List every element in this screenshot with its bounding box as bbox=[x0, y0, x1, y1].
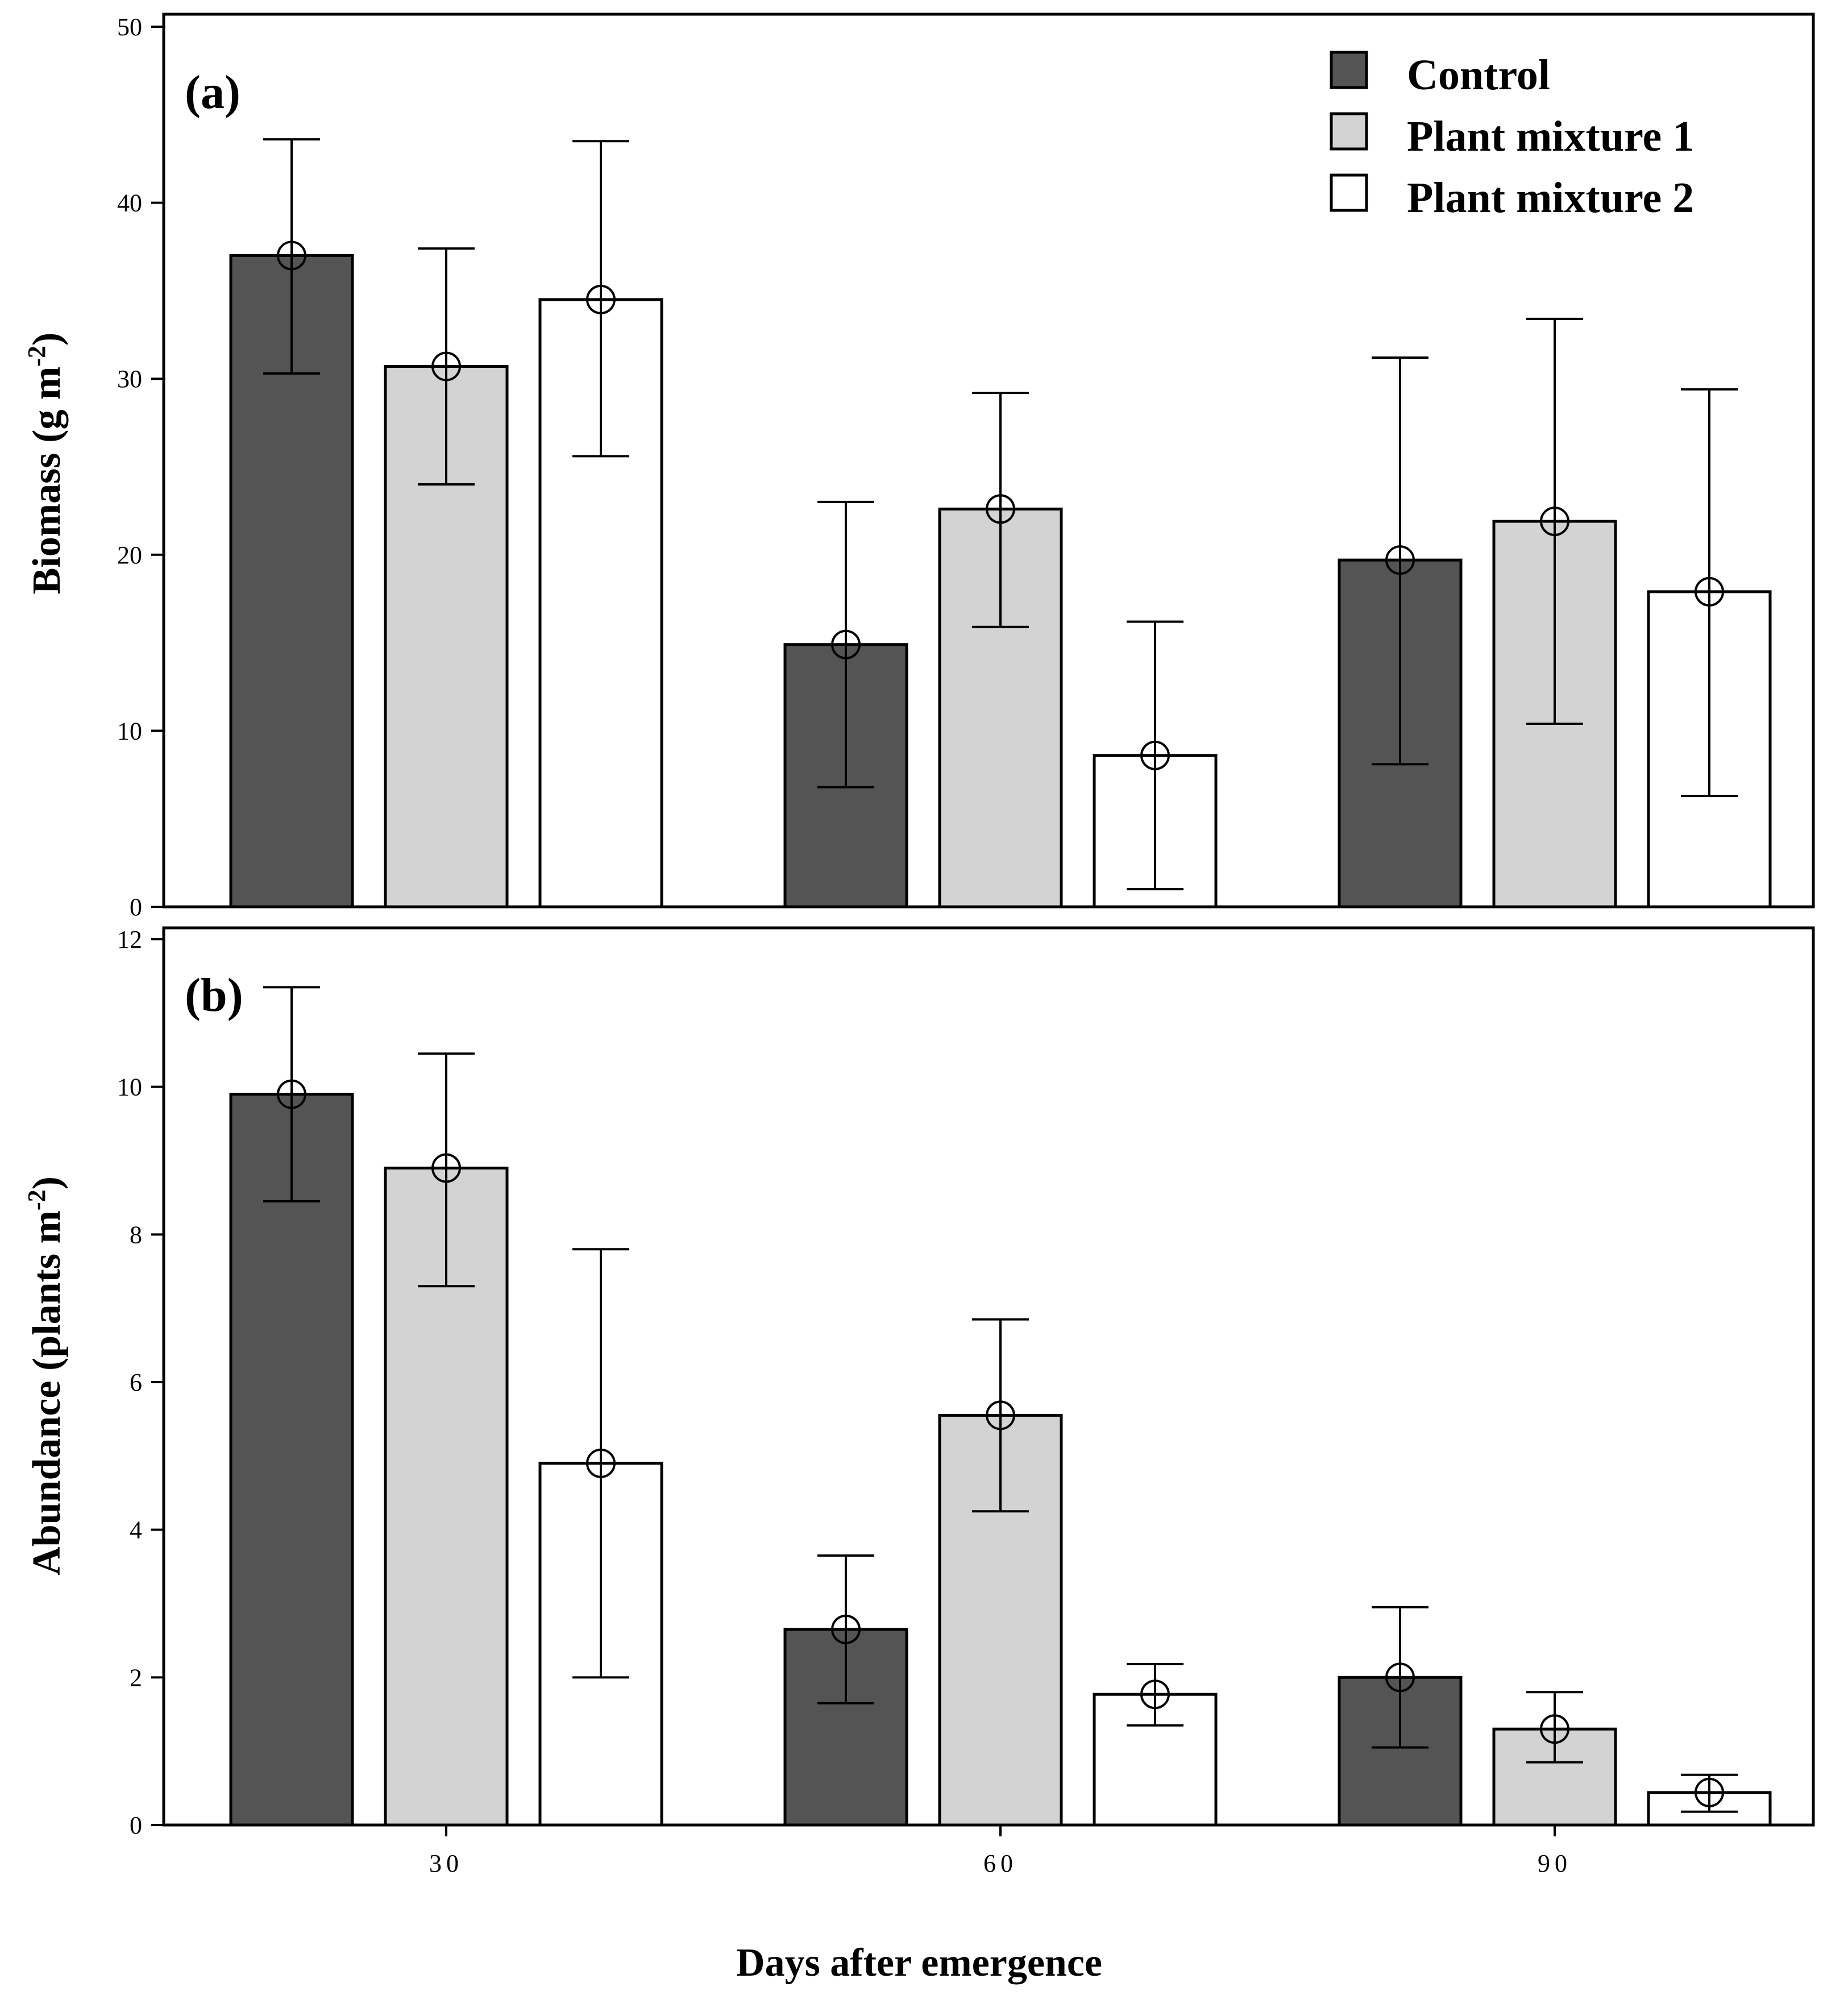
panel-a-biomass: 0 10 20 30 40 50 (a) Biomass (g m-2) Control … bbox=[23, 13, 1815, 921]
x-tick-label-90: 90 bbox=[1538, 1849, 1572, 1877]
legend-swatch-plant-mixture-2 bbox=[1330, 173, 1368, 212]
panel-b-bars bbox=[229, 986, 1772, 1827]
panel-b-y-tick-label: 2 bbox=[130, 1664, 142, 1691]
panel-b-y-tick-label: 6 bbox=[130, 1368, 142, 1396]
legend-label-plant-mixture-2: Plant mixture 2 bbox=[1407, 174, 1694, 222]
panel-a-tag: (a) bbox=[185, 66, 240, 119]
x-tick-label-60: 60 bbox=[983, 1849, 1018, 1877]
panel-a-y-axis-title: Biomass (g m-2) bbox=[23, 333, 69, 595]
legend-swatch-control bbox=[1330, 51, 1368, 89]
x-axis: 30 60 90 bbox=[429, 1825, 1572, 1877]
panel-a-y-tick-label: 50 bbox=[117, 13, 142, 41]
bar-control-30 bbox=[229, 1093, 354, 1827]
legend-label-control: Control bbox=[1407, 51, 1550, 99]
panel-a-bars bbox=[229, 138, 1772, 909]
panel-b-y-axis: 0 2 4 6 8 10 12 bbox=[117, 926, 164, 1839]
x-axis-title: Days after emergence bbox=[736, 1941, 1102, 1985]
panel-b-y-tick-label: 10 bbox=[117, 1073, 142, 1101]
panel-a-y-tick-label: 20 bbox=[117, 541, 142, 569]
legend: Control Plant mixture 1 Plant mixture 2 bbox=[1330, 51, 1694, 222]
panel-a-y-tick-label: 10 bbox=[117, 717, 142, 745]
panel-b-y-tick-label: 4 bbox=[130, 1516, 142, 1544]
legend-swatch-plant-mixture-1 bbox=[1330, 112, 1368, 151]
panel-a-y-tick-label: 0 bbox=[130, 893, 142, 921]
panel-a-y-axis: 0 10 20 30 40 50 bbox=[117, 13, 164, 921]
x-tick-label-30: 30 bbox=[429, 1849, 463, 1877]
panel-b-y-tick-label: 8 bbox=[130, 1221, 142, 1249]
panel-a-y-tick-label: 30 bbox=[117, 365, 142, 393]
panel-b-y-tick-label: 0 bbox=[130, 1811, 142, 1839]
panel-b-y-axis-title: Abundance (plants m-2) bbox=[23, 1176, 69, 1575]
panel-b-abundance: 0 2 4 6 8 10 12 (b) Abundance (plants m-2) bbox=[23, 926, 1815, 1839]
panel-a-y-tick-label: 40 bbox=[117, 189, 142, 217]
panel-b-tag: (b) bbox=[185, 969, 243, 1022]
legend-label-plant-mixture-1: Plant mixture 1 bbox=[1407, 113, 1694, 160]
panel-b-y-tick-label: 12 bbox=[117, 926, 142, 953]
